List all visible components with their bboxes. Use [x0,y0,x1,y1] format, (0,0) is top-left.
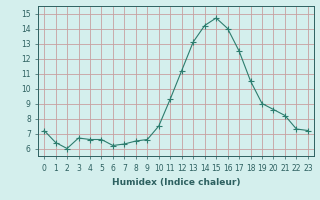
X-axis label: Humidex (Indice chaleur): Humidex (Indice chaleur) [112,178,240,187]
